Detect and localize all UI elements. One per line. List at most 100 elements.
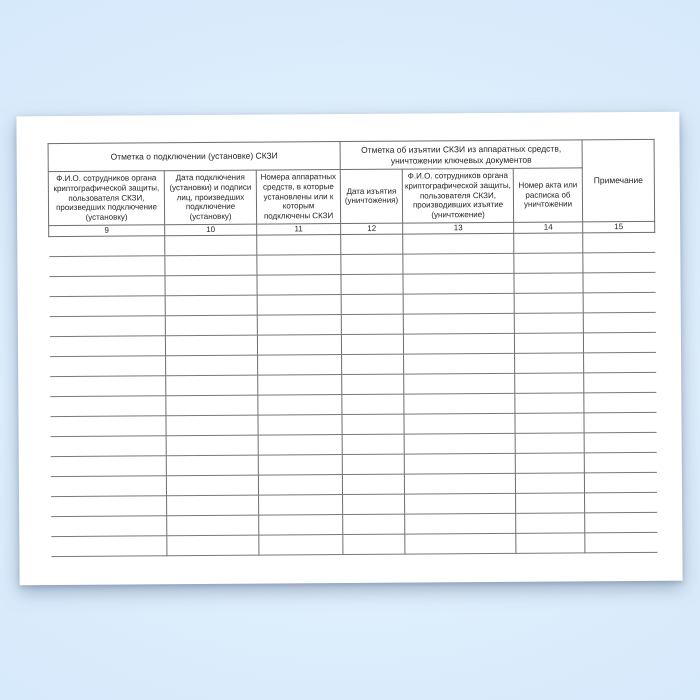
empty-cell-col-11 — [257, 334, 342, 355]
empty-cell-col-10 — [164, 274, 258, 296]
column-header-fio-install: Ф.И.О. сотрудников органа криптографичес… — [48, 170, 165, 226]
empty-cell-col-10 — [165, 414, 259, 436]
empty-cell-col-15 — [582, 232, 655, 253]
empty-cell-col-13 — [402, 233, 514, 254]
group-header-removal: Отметка об изъятии СКЗИ из аппаратных ср… — [340, 139, 583, 170]
column-number-12: 12 — [340, 222, 403, 235]
empty-cell-col-15 — [583, 412, 657, 433]
empty-cell-col-10 — [166, 434, 259, 456]
empty-cell-col-10 — [165, 394, 258, 416]
empty-cell-col-14 — [515, 532, 585, 554]
empty-cell-col-11 — [257, 414, 343, 435]
column-header-row: Ф.И.О. сотрудников органа криптографичес… — [48, 167, 654, 226]
empty-cell-col-11 — [258, 474, 343, 495]
empty-cell-col-14 — [514, 372, 584, 394]
column-number-11: 11 — [256, 223, 341, 235]
empty-cell-col-12 — [341, 413, 405, 435]
empty-cell-col-11 — [257, 314, 342, 335]
empty-cell-col-15 — [584, 472, 657, 493]
empty-cell-col-9 — [50, 475, 167, 497]
empty-cell-col-11 — [256, 274, 342, 295]
empty-cell-col-11 — [258, 514, 343, 535]
empty-cell-col-14 — [513, 232, 583, 254]
empty-cell-col-9 — [50, 455, 167, 477]
group-header-row: Отметка о подключении (установке) СКЗИ О… — [48, 139, 655, 222]
group-header-connection: Отметка о подключении (установке) СКЗИ — [48, 141, 341, 172]
skzi-journal-table: Отметка о подключении (установке) СКЗИ О… — [48, 139, 658, 557]
column-header-fio-removal: Ф.И.О. сотрудников органа криптографичес… — [402, 168, 514, 223]
empty-cell-col-14 — [515, 492, 585, 514]
empty-cell-col-10 — [165, 294, 258, 316]
column-number-13: 13 — [402, 222, 514, 234]
empty-cell-col-9 — [49, 335, 166, 357]
empty-cell-col-10 — [166, 514, 259, 536]
empty-cell-col-9 — [48, 235, 165, 257]
empty-cell-col-12 — [342, 513, 405, 535]
empty-cell-col-12 — [341, 293, 404, 315]
empty-rows-body — [48, 232, 657, 557]
empty-cell-col-14 — [514, 292, 584, 314]
empty-cell-col-15 — [583, 372, 656, 393]
empty-cell-col-11 — [257, 354, 342, 375]
empty-cell-col-13 — [404, 513, 516, 534]
column-number-9: 9 — [48, 224, 165, 237]
empty-cell-col-13 — [404, 453, 516, 474]
empty-cell-col-13 — [403, 373, 515, 394]
empty-cell-col-9 — [49, 295, 166, 317]
empty-cell-col-10 — [166, 534, 259, 556]
column-number-14: 14 — [513, 221, 583, 234]
empty-cell-col-13 — [402, 253, 515, 274]
empty-cell-col-10 — [164, 234, 257, 256]
empty-cell-col-13 — [403, 293, 515, 314]
empty-cell-col-12 — [341, 273, 404, 295]
empty-cell-col-13 — [403, 353, 515, 374]
empty-cell-col-11 — [256, 254, 342, 275]
column-header-hardware-numbers: Номера аппаратных средств, в которые уст… — [256, 169, 341, 224]
empty-cell-col-14 — [514, 332, 584, 354]
empty-cell-col-9 — [50, 515, 167, 537]
empty-cell-col-14 — [515, 432, 585, 454]
empty-cell-col-11 — [258, 434, 343, 455]
empty-cell-col-15 — [583, 332, 656, 353]
column-number-15: 15 — [582, 221, 655, 233]
empty-cell-col-12 — [341, 313, 404, 335]
empty-data-row — [50, 532, 657, 557]
empty-cell-col-11 — [256, 234, 341, 255]
empty-cell-col-12 — [342, 493, 405, 515]
empty-cell-col-9 — [49, 355, 166, 377]
empty-cell-col-15 — [583, 392, 656, 413]
empty-cell-col-13 — [404, 433, 516, 454]
empty-cell-col-9 — [48, 255, 165, 277]
empty-cell-col-14 — [514, 312, 584, 334]
empty-cell-col-15 — [584, 452, 657, 473]
empty-cell-col-14 — [514, 352, 584, 374]
empty-cell-col-13 — [403, 333, 515, 354]
empty-cell-col-13 — [403, 273, 515, 294]
empty-cell-col-11 — [258, 454, 343, 475]
empty-cell-col-10 — [165, 334, 258, 356]
empty-cell-col-15 — [582, 252, 656, 273]
empty-cell-col-12 — [340, 233, 403, 255]
empty-cell-col-14 — [514, 392, 584, 414]
empty-cell-col-14 — [515, 512, 585, 534]
empty-cell-col-9 — [48, 275, 166, 297]
empty-cell-col-13 — [404, 473, 516, 494]
empty-cell-col-10 — [164, 254, 257, 276]
empty-cell-col-10 — [165, 314, 258, 336]
empty-cell-col-10 — [166, 494, 259, 516]
empty-cell-col-12 — [340, 253, 404, 275]
empty-cell-col-9 — [50, 435, 167, 457]
empty-cell-col-10 — [165, 354, 258, 376]
empty-cell-col-14 — [514, 272, 584, 294]
empty-cell-col-9 — [49, 375, 166, 397]
empty-cell-col-9 — [49, 415, 167, 437]
empty-cell-col-9 — [50, 495, 167, 517]
empty-cell-col-10 — [165, 374, 258, 396]
document-page: Отметка о подключении (установке) СКЗИ О… — [16, 111, 683, 586]
empty-cell-col-12 — [342, 433, 405, 455]
empty-cell-col-11 — [257, 294, 342, 315]
empty-cell-col-12 — [342, 533, 405, 555]
empty-cell-col-11 — [258, 534, 343, 555]
empty-cell-col-13 — [404, 493, 516, 514]
column-number-10: 10 — [164, 223, 257, 236]
